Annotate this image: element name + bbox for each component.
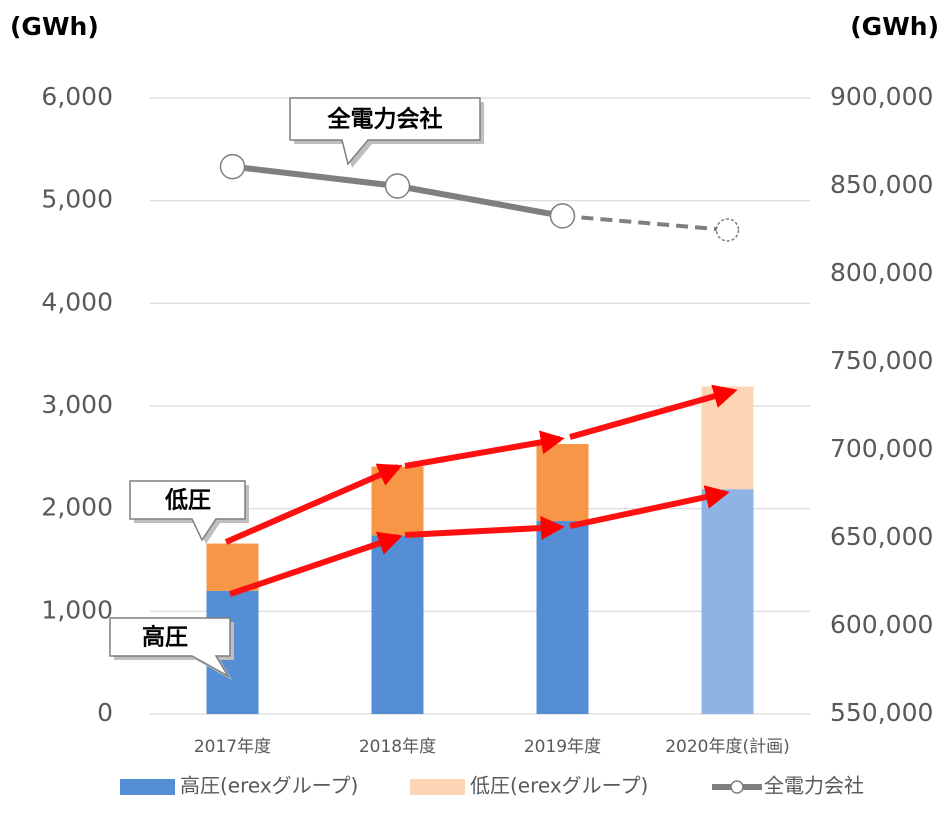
line-projection <box>562 213 728 232</box>
arrow <box>569 485 730 529</box>
bar-segment <box>536 443 589 521</box>
line-marker <box>384 173 411 199</box>
callout-box <box>289 97 481 166</box>
bar-segment <box>371 535 424 714</box>
arrow <box>404 430 565 469</box>
legend-label: 全電力会社 <box>764 774 864 798</box>
callout-box <box>109 617 231 679</box>
y-tick-label: 0 <box>97 698 113 727</box>
legend-swatch <box>730 780 744 794</box>
bar-segment <box>701 386 754 490</box>
x-tick-label: 2017年度 <box>194 737 271 757</box>
x-tick-label: 2020年度(計画) <box>665 737 790 757</box>
y2-tick-label: 600,000 <box>830 610 933 639</box>
legend-label: 高圧(erexグループ) <box>180 774 358 798</box>
annotation: 低圧 <box>164 488 211 514</box>
arrow <box>224 463 403 545</box>
arrow <box>229 531 403 597</box>
line-marker <box>715 218 740 242</box>
callouts: 全電力会社 低圧 高圧 <box>109 97 484 680</box>
annotation: 高圧 <box>142 624 188 651</box>
trend-arrows <box>224 384 738 597</box>
y2-tick-label: 650,000 <box>830 522 933 551</box>
y2-tick-label: 550,000 <box>830 698 933 727</box>
y-tick-label: 1,000 <box>41 595 113 624</box>
callout-box <box>129 480 246 542</box>
legend-swatch <box>410 779 465 795</box>
line-marker <box>549 203 576 229</box>
y2-tick-label: 850,000 <box>830 170 933 199</box>
y2-tick-label: 900,000 <box>830 82 933 111</box>
y2-axis-title: (GWh) <box>850 12 939 41</box>
line-marker <box>219 153 246 180</box>
y2-tick-label: 750,000 <box>830 346 933 375</box>
x-tick-label: 2019年度 <box>524 737 601 757</box>
y-tick-label: 4,000 <box>41 287 113 316</box>
y-tick-label: 5,000 <box>41 185 113 214</box>
bar-segment <box>536 520 589 714</box>
y-axis-title: (GWh) <box>10 12 99 41</box>
y2-tick-label: 700,000 <box>830 434 933 463</box>
legend-label: 低圧(erexグループ) <box>470 774 648 798</box>
y-tick-label: 2,000 <box>41 493 113 522</box>
legend-swatch <box>120 779 175 795</box>
y-tick-label: 3,000 <box>41 390 113 419</box>
arrow <box>569 384 738 440</box>
bar-segment <box>701 489 754 714</box>
bar-segment <box>206 543 259 591</box>
y-tick-label: 6,000 <box>41 82 113 111</box>
arrow <box>404 516 565 540</box>
y2-tick-label: 800,000 <box>830 258 933 287</box>
annotation: 全電力会社 <box>327 106 443 133</box>
x-tick-label: 2018年度 <box>359 737 436 757</box>
